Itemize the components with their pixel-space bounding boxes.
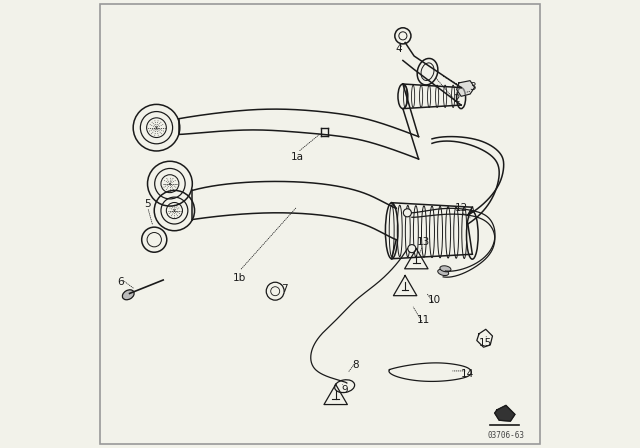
Text: 1a: 1a xyxy=(291,152,304,162)
Ellipse shape xyxy=(457,87,466,109)
Ellipse shape xyxy=(440,266,451,272)
Text: 13: 13 xyxy=(417,237,429,247)
Text: 15: 15 xyxy=(479,338,492,348)
Text: 12: 12 xyxy=(454,203,468,213)
Ellipse shape xyxy=(438,269,449,276)
Text: 6: 6 xyxy=(117,277,124,287)
Text: 1b: 1b xyxy=(233,273,246,283)
Polygon shape xyxy=(457,81,475,96)
Text: 7: 7 xyxy=(281,284,287,294)
Ellipse shape xyxy=(417,58,438,85)
Text: 10: 10 xyxy=(428,295,441,305)
Text: 4: 4 xyxy=(395,44,402,54)
Text: 9: 9 xyxy=(341,385,348,395)
Ellipse shape xyxy=(403,209,412,217)
Ellipse shape xyxy=(408,245,416,253)
Text: 03706-63: 03706-63 xyxy=(488,431,524,440)
Ellipse shape xyxy=(398,84,408,109)
Text: 2: 2 xyxy=(453,94,460,103)
Ellipse shape xyxy=(385,202,398,259)
Text: 3: 3 xyxy=(469,82,476,92)
Text: 11: 11 xyxy=(417,315,429,325)
Text: 5: 5 xyxy=(144,199,151,209)
Ellipse shape xyxy=(467,211,478,259)
Text: 8: 8 xyxy=(353,360,359,370)
Text: 14: 14 xyxy=(461,369,474,379)
Ellipse shape xyxy=(122,290,134,300)
Polygon shape xyxy=(495,405,515,421)
